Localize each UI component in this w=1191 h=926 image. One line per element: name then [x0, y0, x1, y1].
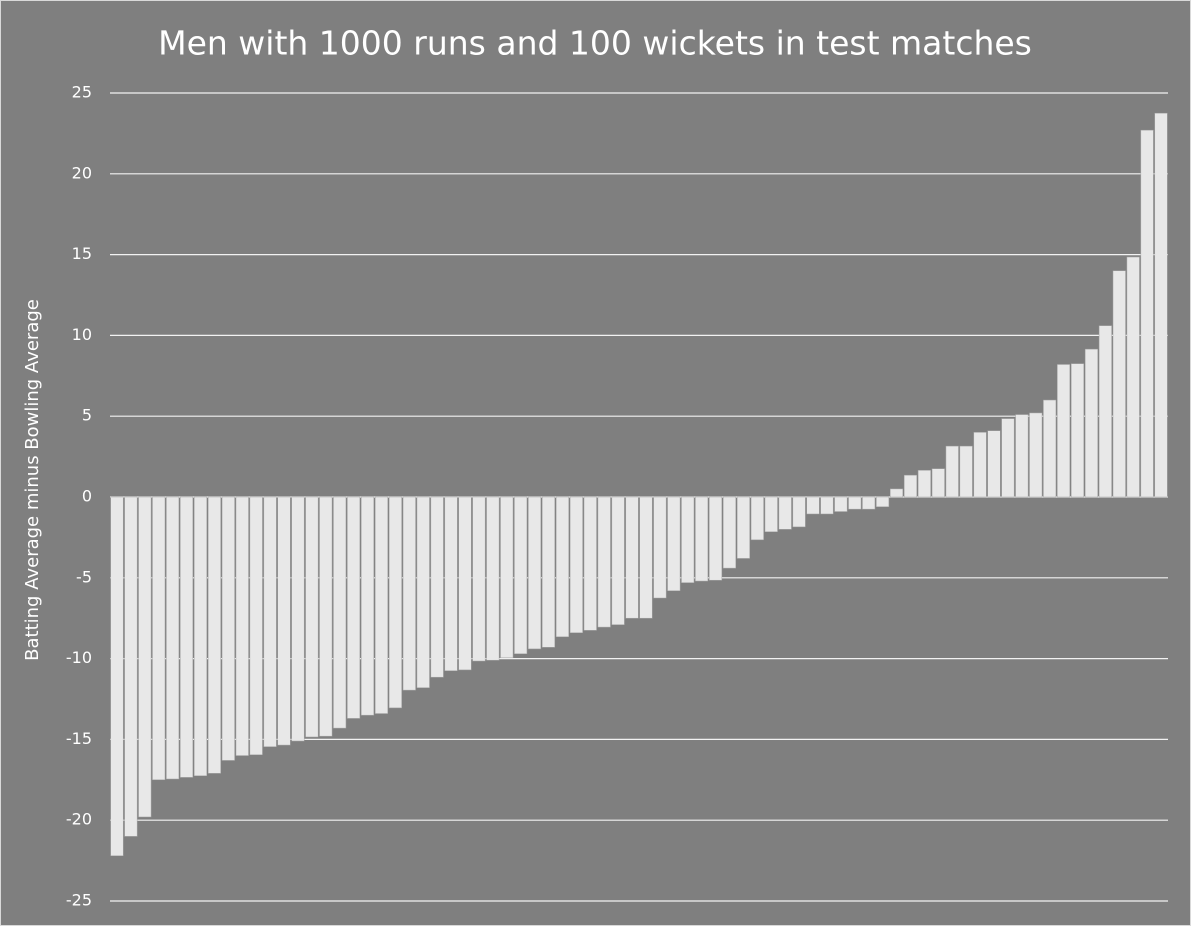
- bar: [667, 496, 681, 591]
- bar: [945, 445, 959, 498]
- bar: [792, 496, 806, 528]
- y-tick-label: -15: [66, 729, 92, 748]
- bar: [388, 496, 402, 709]
- bar: [1098, 325, 1112, 498]
- bar: [959, 445, 973, 498]
- bar: [597, 496, 611, 628]
- bar: [639, 496, 653, 619]
- bar: [1001, 418, 1015, 498]
- bar: [750, 496, 764, 541]
- y-tick-label: 15: [72, 244, 92, 263]
- chart-title: Men with 1000 runs and 100 wickets in te…: [158, 24, 1032, 63]
- bar: [235, 496, 249, 756]
- bar: [917, 470, 931, 498]
- bar: [973, 432, 987, 498]
- bar: [903, 474, 917, 498]
- y-tick-label: -25: [66, 891, 92, 910]
- y-tick-label: 5: [82, 406, 92, 425]
- bar: [1070, 363, 1085, 498]
- bar: [1126, 256, 1140, 498]
- bar: [374, 496, 388, 714]
- bar: [152, 496, 166, 781]
- bar: [569, 496, 583, 633]
- bar: [820, 496, 834, 515]
- bar: [138, 496, 152, 818]
- y-tick-label: 20: [72, 163, 92, 182]
- bar: [347, 496, 361, 719]
- bar: [1112, 270, 1126, 498]
- bar: [625, 496, 639, 619]
- bar: [1140, 129, 1154, 498]
- bar: [862, 496, 876, 510]
- bar: [806, 496, 820, 515]
- bar: [416, 496, 430, 688]
- y-tick-label: 0: [82, 487, 92, 506]
- bar: [333, 496, 347, 729]
- bar: [876, 496, 890, 507]
- bar: [834, 496, 848, 512]
- bar: [277, 496, 291, 746]
- bar: [555, 496, 569, 638]
- bar: [472, 496, 486, 662]
- bar: [1015, 414, 1029, 498]
- bar: [653, 496, 667, 599]
- bar: [778, 496, 792, 530]
- y-axis-title: Batting Average minus Bowling Average: [22, 299, 43, 661]
- y-tick-label: 25: [72, 83, 92, 102]
- bar: [430, 496, 444, 678]
- y-tick-label: 10: [72, 325, 92, 344]
- bar: [486, 496, 500, 661]
- bar: [611, 496, 625, 625]
- bar: [110, 496, 124, 857]
- y-tick-label: -20: [66, 810, 92, 829]
- y-tick-label: -5: [76, 567, 92, 586]
- grid: -25 -20 -15 -10 -5 0 5 10 15 20 25: [66, 83, 1168, 910]
- bar: [305, 496, 319, 738]
- bar: [709, 496, 723, 581]
- bar: [291, 496, 305, 742]
- bar: [1154, 112, 1168, 498]
- y-tick-label: -10: [66, 648, 92, 667]
- bar: [500, 496, 514, 659]
- bar: [1029, 412, 1043, 498]
- bar: [124, 496, 138, 837]
- bar: [541, 496, 556, 648]
- bars: [110, 112, 1168, 857]
- bar: [1084, 348, 1098, 498]
- bar: [764, 496, 778, 532]
- bar: [528, 496, 542, 650]
- bar: [249, 496, 263, 756]
- bar: [263, 496, 277, 747]
- bar: [514, 496, 528, 655]
- bar: [681, 496, 695, 583]
- bar: [695, 496, 709, 582]
- bar: [890, 488, 904, 498]
- bar: [1043, 399, 1057, 498]
- bar: [931, 468, 945, 498]
- bar: [361, 496, 375, 716]
- bar: [458, 496, 472, 671]
- bar: [444, 496, 458, 671]
- bar: [221, 496, 235, 761]
- bar: [1057, 364, 1071, 498]
- bar: [987, 430, 1001, 498]
- bar: [166, 496, 180, 780]
- bar: [848, 496, 862, 510]
- bar: [193, 496, 208, 777]
- bar: [402, 496, 416, 691]
- bar: [736, 496, 750, 559]
- bar: [583, 496, 597, 631]
- bar: [722, 496, 737, 569]
- bar: [319, 496, 333, 737]
- bar: [180, 496, 194, 778]
- bar: [207, 496, 221, 774]
